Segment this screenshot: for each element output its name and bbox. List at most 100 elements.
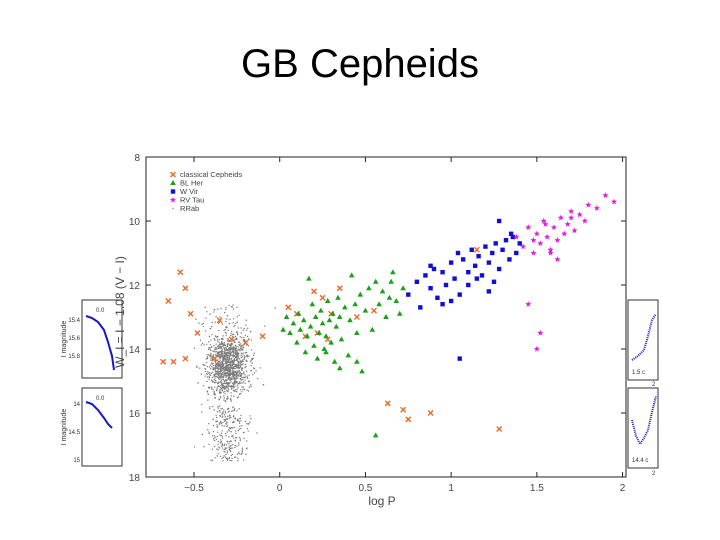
rrab-point xyxy=(239,366,241,369)
triangle-point xyxy=(307,323,314,329)
left-inset-bottom-ylabel: I magnitude xyxy=(61,409,68,446)
rrab-point xyxy=(218,346,220,348)
right-inset-bottom-frame xyxy=(627,387,659,469)
star-point xyxy=(571,227,578,234)
rrab-point xyxy=(245,329,248,331)
square-point xyxy=(491,279,497,284)
rrab-point xyxy=(222,456,224,459)
rrab-point xyxy=(231,335,234,338)
star-point xyxy=(547,246,554,253)
rrab-point xyxy=(252,373,254,376)
x-point xyxy=(259,333,266,340)
rrab-point xyxy=(225,320,227,323)
y-tick-label: 18 xyxy=(129,473,141,484)
rrab-point xyxy=(236,384,239,387)
square-point xyxy=(418,305,423,310)
rrab-point xyxy=(241,364,243,366)
rrab-point xyxy=(221,338,223,340)
rrab-point xyxy=(211,459,214,462)
rrab-point xyxy=(243,371,245,373)
rrab-point xyxy=(225,346,227,348)
rrab-point xyxy=(246,355,248,358)
triangle-point xyxy=(338,336,345,342)
rrab-point xyxy=(234,446,236,449)
rrab-point xyxy=(208,376,210,379)
y-tick-label: 10 xyxy=(129,217,141,228)
rrab-point xyxy=(222,361,224,363)
rrab-point xyxy=(217,431,219,433)
rrab-point xyxy=(229,318,231,320)
triangle-point xyxy=(379,288,386,294)
rrab-point xyxy=(209,348,211,350)
x-tick-label: 1 xyxy=(448,483,454,494)
rrab-point xyxy=(233,358,236,360)
rrab-point xyxy=(222,373,224,375)
triangle-point xyxy=(328,339,334,345)
rrab-point xyxy=(226,431,228,433)
legend-marker-star xyxy=(169,196,177,203)
rrab-point xyxy=(240,359,242,362)
rrab-point xyxy=(243,358,245,360)
rrab-point xyxy=(220,397,222,399)
rrab-point xyxy=(240,427,242,430)
rrab-point xyxy=(226,358,228,361)
rrab-point xyxy=(223,355,225,358)
rrab-point xyxy=(222,357,225,359)
rrab-point xyxy=(229,368,232,370)
rrab-point xyxy=(252,354,255,356)
square-point xyxy=(490,250,495,256)
rrab-point xyxy=(210,362,213,364)
rrab-point xyxy=(225,352,227,355)
star-point xyxy=(550,224,558,230)
rrab-point xyxy=(248,374,250,376)
square-point xyxy=(500,247,505,252)
rrab-point xyxy=(210,357,212,359)
rrab-point xyxy=(226,381,228,384)
rrab-point xyxy=(208,347,210,349)
triangle-point xyxy=(309,301,316,307)
rrab-point xyxy=(217,352,220,354)
rrab-point xyxy=(239,366,242,368)
y-tick-label: 8 xyxy=(134,153,140,164)
rrab-point xyxy=(237,327,239,329)
rrab-point xyxy=(220,352,223,355)
rrab-point xyxy=(232,318,235,320)
rrab-point xyxy=(227,351,229,353)
legend-label: W Vir xyxy=(180,187,199,196)
rrab-point xyxy=(231,453,234,456)
rrab-point xyxy=(217,443,219,446)
rrab-point xyxy=(209,386,211,388)
rrab-point xyxy=(225,364,227,367)
rrab-point xyxy=(219,368,222,371)
rrab-point xyxy=(242,431,245,434)
rrab-point xyxy=(236,321,239,323)
rrab-point xyxy=(245,453,247,455)
rrab-point xyxy=(201,411,203,413)
rrab-point xyxy=(220,354,223,356)
rrab-point xyxy=(199,367,201,369)
rrab-point xyxy=(227,371,229,373)
rrab-point xyxy=(208,366,211,368)
rrab-point xyxy=(204,306,207,308)
rrab-point xyxy=(228,338,230,341)
x-point xyxy=(165,298,172,304)
rrab-point xyxy=(213,373,215,376)
square-point xyxy=(517,241,522,246)
left-inset-top-ylabel: I magnitude xyxy=(61,321,68,358)
rrab-point xyxy=(213,337,215,340)
rrab-point xyxy=(221,367,224,370)
square-point xyxy=(486,289,492,294)
left-inset-bottom-frame xyxy=(81,387,123,467)
rrab-point xyxy=(235,378,237,380)
square-point xyxy=(457,292,462,297)
triangle-point xyxy=(326,317,333,323)
rrab-point xyxy=(226,343,229,345)
rrab-point xyxy=(226,421,228,423)
rrab-point xyxy=(236,397,239,399)
rrab-point xyxy=(224,456,227,458)
rrab-point xyxy=(231,435,233,437)
rrab-point xyxy=(227,378,229,381)
rrab-point xyxy=(230,444,232,447)
rrab-point xyxy=(213,375,216,377)
